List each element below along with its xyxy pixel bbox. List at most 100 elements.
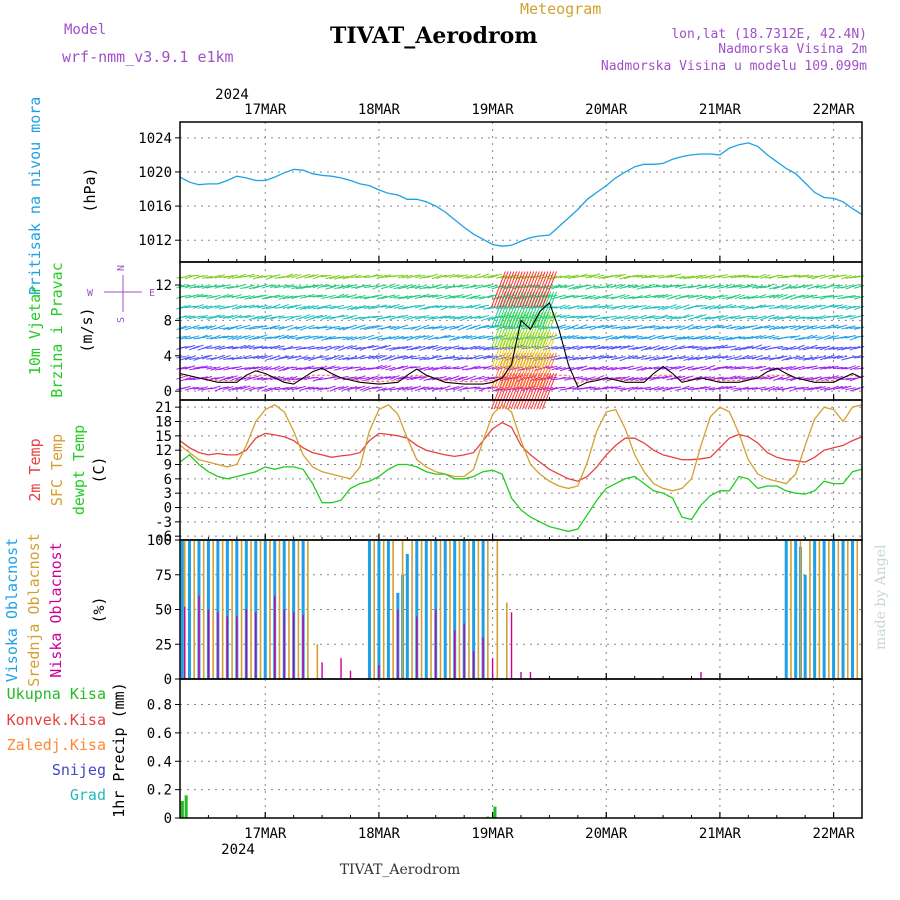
- panel-frame: [179, 539, 863, 680]
- wind-barb: [636, 355, 647, 360]
- wind-barb: [726, 316, 737, 319]
- wind-barb: [197, 325, 208, 331]
- wind-barb: [602, 366, 613, 371]
- wind-barb: [470, 315, 481, 320]
- wind-front-barb: [505, 311, 520, 349]
- wind-barb: [278, 355, 289, 359]
- wind-barb: [717, 365, 728, 369]
- wind-barb: [649, 366, 660, 370]
- cloud-bar: [401, 540, 404, 679]
- wind-barb: [210, 295, 221, 298]
- cloud-bar: [453, 630, 456, 679]
- wind-barb: [828, 365, 839, 370]
- wind-barb: [734, 376, 745, 380]
- wind-barb: [261, 336, 272, 340]
- cloud-bar: [818, 540, 821, 679]
- wind-barb: [376, 284, 387, 288]
- wind-barb: [470, 324, 481, 330]
- wind-barb: [325, 275, 336, 280]
- wind-barb: [692, 337, 703, 340]
- wind-barb: [530, 366, 541, 369]
- y-tick-label: 0: [164, 672, 172, 688]
- wind-barb: [670, 375, 682, 381]
- cloud-bar: [822, 540, 826, 679]
- wind-barb: [636, 285, 647, 290]
- wind-barb: [837, 335, 848, 339]
- wind-barb: [696, 386, 707, 390]
- wind-barb: [542, 335, 554, 339]
- wind-barb: [760, 345, 771, 351]
- wind-barb: [189, 285, 200, 289]
- wind-barb: [836, 304, 848, 310]
- wind-barb: [738, 326, 750, 330]
- wind-barb: [355, 346, 366, 350]
- wind-barb: [845, 346, 856, 350]
- wind-barb: [662, 355, 673, 360]
- wind-barb: [666, 316, 677, 320]
- wind-barb: [598, 316, 609, 319]
- wind-barb: [257, 294, 268, 298]
- wind-barb: [419, 356, 430, 361]
- wind-barb: [811, 336, 822, 339]
- cloud-bar: [301, 540, 305, 679]
- wind-front-barb: [513, 352, 529, 389]
- wind-barb: [836, 346, 848, 351]
- wind-barb: [210, 345, 221, 349]
- wind-barb: [726, 366, 737, 370]
- wind-barb: [180, 315, 191, 318]
- wind-barb: [709, 366, 720, 371]
- wind-barb: [623, 365, 635, 369]
- wind-barb: [402, 376, 413, 380]
- wind-barb: [696, 365, 707, 370]
- wind-barb: [577, 295, 588, 298]
- wind-barb: [815, 314, 826, 320]
- wind-barb: [751, 355, 763, 360]
- cloud-bar: [382, 540, 385, 679]
- wind-barb: [674, 345, 686, 350]
- wind-barb: [461, 335, 473, 339]
- wind-barb: [577, 377, 588, 380]
- wind-barb: [218, 293, 230, 299]
- wind-barb: [351, 306, 362, 310]
- wind-barb: [244, 295, 255, 300]
- wind-barb: [457, 376, 468, 381]
- wind-barb: [576, 324, 588, 329]
- wind-barb: [376, 365, 387, 370]
- wind-barb: [436, 315, 447, 319]
- y-tick-label: 75: [155, 568, 172, 584]
- wind-barb: [828, 324, 839, 329]
- wind-barb: [397, 295, 409, 300]
- wind-barb: [602, 293, 613, 299]
- wind-barb: [397, 314, 409, 319]
- precip-legend-item: Ukupna Kisa: [7, 685, 106, 703]
- wind-barb: [376, 337, 387, 340]
- wind-barb: [393, 296, 404, 299]
- wind-barb: [201, 305, 213, 310]
- wind-barb: [470, 336, 481, 340]
- wind-barb: [372, 335, 383, 340]
- y-tick-label: 3: [164, 486, 172, 502]
- wind-barb: [180, 274, 191, 279]
- wind-barb: [521, 284, 532, 288]
- cloud-bar: [180, 540, 184, 679]
- wind-barb: [576, 336, 588, 340]
- cloud-bar: [481, 540, 485, 679]
- wind-front-barbs: [490, 271, 557, 410]
- cloud-unit: (%): [90, 596, 108, 623]
- wind-barb: [615, 293, 626, 299]
- wind-ylabel-2: Brzina i Pravac: [48, 262, 66, 397]
- wind-barb: [743, 296, 754, 299]
- wind-barb: [525, 375, 537, 379]
- wind-barb: [547, 386, 558, 392]
- wind-barb: [184, 355, 196, 361]
- wind-barb: [632, 284, 643, 289]
- wind-barb: [585, 304, 596, 309]
- wind-barb: [790, 274, 801, 277]
- wind-barb: [466, 375, 477, 381]
- wind-barb: [794, 365, 805, 370]
- wind-barb: [683, 314, 694, 319]
- model-elevation-label: Nadmorska Visina u modelu 109.099m: [601, 59, 867, 74]
- wind-speed-line: [179, 301, 863, 388]
- wind-barb: [449, 295, 460, 298]
